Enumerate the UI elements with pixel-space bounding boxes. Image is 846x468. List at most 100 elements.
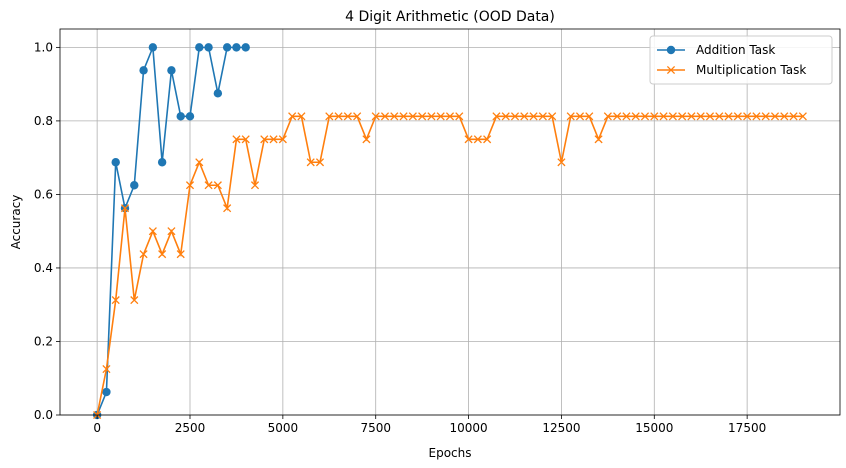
data-point bbox=[733, 112, 742, 121]
data-point bbox=[520, 112, 529, 121]
data-point bbox=[380, 112, 390, 121]
chart-title: 4 Digit Arithmetic (OOD Data) bbox=[345, 9, 555, 25]
data-point bbox=[297, 112, 306, 121]
data-point bbox=[167, 66, 176, 75]
data-point bbox=[111, 296, 120, 305]
grid bbox=[60, 29, 840, 416]
data-point bbox=[640, 112, 650, 121]
data-point bbox=[157, 158, 167, 167]
data-point bbox=[427, 112, 436, 121]
data-point bbox=[176, 112, 185, 121]
data-point bbox=[789, 112, 798, 121]
data-point bbox=[111, 158, 120, 167]
data-point bbox=[353, 112, 362, 121]
data-point bbox=[102, 364, 111, 374]
legend-label: Multiplication Task bbox=[696, 63, 806, 77]
data-point bbox=[343, 112, 352, 121]
data-point bbox=[510, 112, 520, 121]
data-point bbox=[334, 112, 343, 121]
data-point bbox=[325, 112, 334, 121]
data-point bbox=[575, 112, 585, 121]
data-point bbox=[288, 112, 297, 121]
data-point bbox=[501, 112, 510, 121]
x-tick-label: 0 bbox=[93, 421, 101, 435]
data-point bbox=[148, 43, 158, 52]
x-tick-label: 7500 bbox=[360, 421, 391, 435]
y-tick-label: 0.2 bbox=[34, 334, 53, 348]
data-point bbox=[473, 135, 482, 144]
data-point bbox=[213, 89, 223, 98]
data-point bbox=[223, 204, 232, 213]
data-point bbox=[250, 181, 260, 190]
data-point bbox=[622, 112, 631, 121]
data-point bbox=[269, 135, 278, 144]
data-point bbox=[241, 135, 250, 144]
data-point bbox=[548, 112, 557, 121]
plot-frame bbox=[59, 28, 841, 416]
data-point bbox=[650, 112, 659, 121]
data-point bbox=[418, 112, 427, 121]
data-point bbox=[483, 135, 492, 144]
data-point bbox=[436, 112, 445, 121]
data-point bbox=[659, 112, 668, 121]
legend-frame bbox=[649, 35, 833, 85]
data-point bbox=[139, 250, 148, 259]
data-point bbox=[668, 112, 677, 121]
x-axis: 0 2500 5000 7500 10000 12500 15000 17500 bbox=[93, 415, 766, 435]
data-point bbox=[167, 227, 176, 236]
legend-marker bbox=[666, 45, 676, 55]
data-point bbox=[130, 296, 139, 305]
data-point bbox=[724, 112, 733, 121]
data-point bbox=[195, 43, 204, 52]
data-point bbox=[464, 135, 473, 144]
data-point bbox=[222, 43, 232, 52]
x-tick-label: 5000 bbox=[268, 421, 299, 435]
data-point bbox=[213, 181, 222, 190]
data-point bbox=[761, 112, 770, 121]
data-point bbox=[538, 112, 547, 121]
x-tick-label: 2500 bbox=[175, 421, 206, 435]
data-point bbox=[176, 250, 185, 259]
series-multiplication bbox=[93, 112, 807, 420]
data-point bbox=[158, 250, 167, 259]
data-point bbox=[102, 387, 111, 397]
series-addition bbox=[92, 43, 250, 420]
data-point bbox=[139, 66, 148, 75]
data-point bbox=[705, 112, 715, 121]
data-point bbox=[492, 112, 501, 121]
data-point bbox=[195, 158, 204, 167]
data-point bbox=[278, 135, 287, 144]
data-point bbox=[696, 112, 705, 121]
data-point bbox=[130, 181, 139, 190]
legend: Addition Task Multiplication Task bbox=[649, 35, 833, 85]
y-tick-label: 1.0 bbox=[34, 40, 53, 54]
y-tick-label: 0.0 bbox=[34, 408, 53, 422]
data-point bbox=[260, 135, 269, 144]
x-tick-label: 17500 bbox=[728, 421, 766, 435]
data-point bbox=[715, 112, 724, 121]
x-tick-label: 10000 bbox=[449, 421, 487, 435]
data-point bbox=[241, 43, 250, 52]
data-point bbox=[585, 112, 594, 121]
data-point bbox=[687, 112, 696, 121]
data-point bbox=[678, 112, 687, 121]
data-point bbox=[557, 158, 566, 167]
data-point bbox=[529, 112, 538, 121]
data-point bbox=[120, 204, 130, 213]
data-point bbox=[798, 112, 807, 121]
series-layer bbox=[92, 43, 807, 420]
data-point bbox=[185, 112, 195, 121]
data-point bbox=[445, 112, 455, 121]
y-axis-label: Accuracy bbox=[9, 195, 23, 250]
data-point bbox=[408, 112, 417, 121]
data-point bbox=[232, 135, 241, 144]
data-point bbox=[631, 112, 640, 121]
data-point bbox=[399, 112, 408, 121]
series-line bbox=[96, 115, 803, 416]
data-point bbox=[770, 112, 780, 121]
data-point bbox=[204, 43, 213, 52]
data-point bbox=[594, 135, 603, 144]
data-point bbox=[743, 112, 752, 121]
legend-marker bbox=[666, 65, 676, 75]
